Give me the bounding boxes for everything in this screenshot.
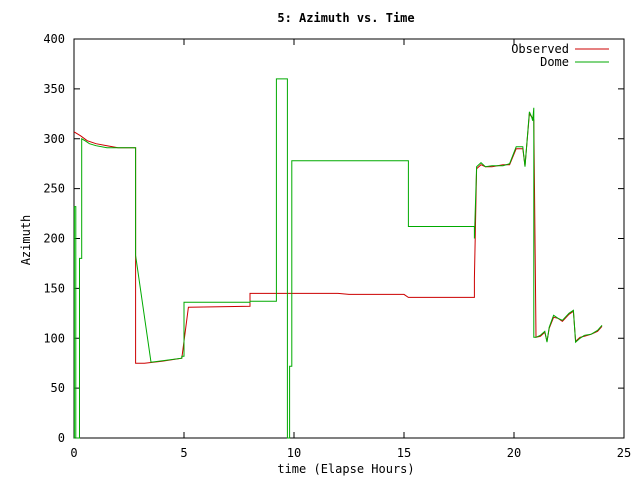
plot-frame (73, 38, 625, 439)
x-tick-label: 20 (507, 446, 521, 460)
chart-title: 5: Azimuth vs. Time (277, 11, 414, 25)
x-tick-label: 10 (287, 446, 301, 460)
y-tick-label: 400 (43, 32, 65, 46)
y-tick-label: 300 (43, 132, 65, 146)
y-tick-label: 200 (43, 232, 65, 246)
series-layer (73, 78, 603, 439)
y-tick-label: 50 (51, 381, 65, 395)
x-axis-label: time (Elapse Hours) (277, 462, 414, 476)
x-tick-label: 0 (70, 446, 77, 460)
y-tick-label: 100 (43, 331, 65, 345)
axis-ticks: 0 50 100 150 200 250 300 350 400 0 5 10 15 20 25 (43, 32, 631, 460)
legend-label-observed: Observed (511, 42, 569, 56)
y-tick-label: 250 (43, 182, 65, 196)
x-tick-label: 15 (397, 446, 411, 460)
x-tick-label: 25 (617, 446, 631, 460)
y-axis-label: Azimuth (19, 215, 33, 266)
y-tick-label: 0 (58, 431, 65, 445)
series-line-dome (73, 78, 603, 439)
y-tick-label: 350 (43, 82, 65, 96)
y-tick-label: 150 (43, 281, 65, 295)
x-tick-label: 5 (180, 446, 187, 460)
series-line-observed (73, 112, 603, 364)
legend-label-dome: Dome (540, 55, 569, 69)
